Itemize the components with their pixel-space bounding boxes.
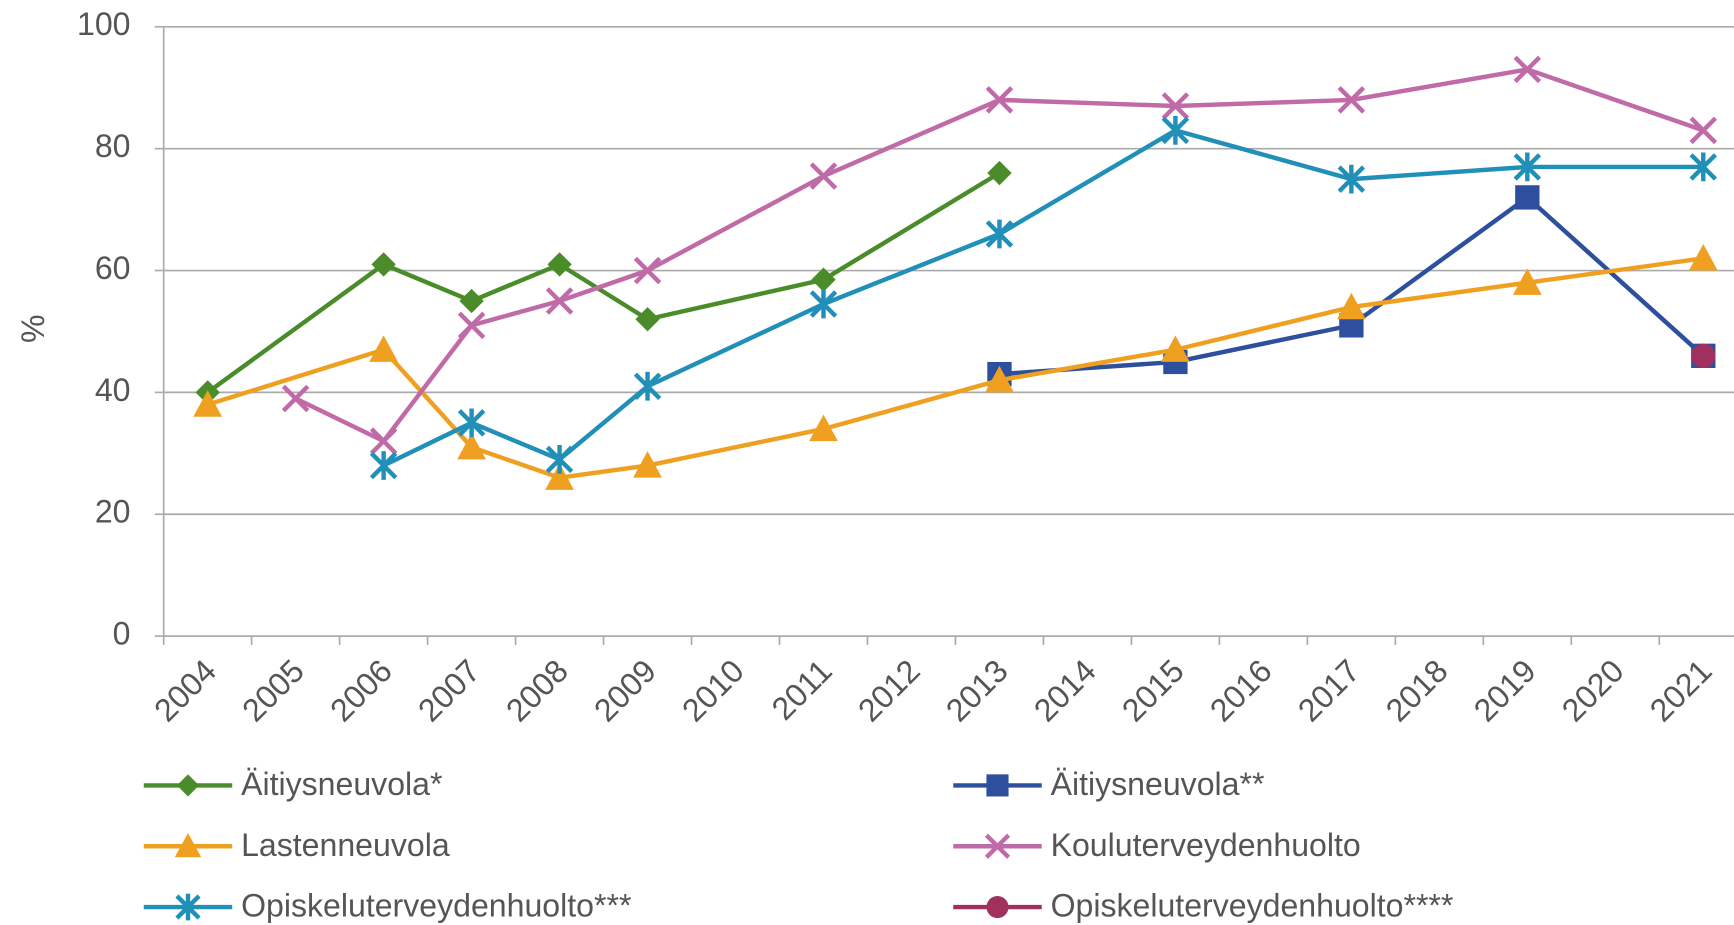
legend-label: Lastenneuvola bbox=[241, 827, 450, 863]
x-tick-label: 2011 bbox=[765, 653, 839, 727]
marker bbox=[635, 307, 660, 332]
marker bbox=[1689, 116, 1718, 145]
marker bbox=[1512, 268, 1542, 295]
marker bbox=[809, 289, 838, 319]
marker bbox=[1337, 164, 1366, 194]
y-tick-label: 60 bbox=[95, 250, 131, 286]
marker bbox=[545, 445, 574, 474]
x-tick-label: 2015 bbox=[1115, 653, 1191, 729]
y-tick-label: 80 bbox=[95, 128, 131, 164]
marker bbox=[371, 252, 396, 277]
marker bbox=[457, 311, 486, 340]
marker bbox=[174, 832, 202, 858]
legend-label: Kouluterveydenhuolto bbox=[1051, 827, 1361, 863]
y-axis-label: % bbox=[15, 314, 51, 343]
y-tick-label: 0 bbox=[113, 616, 131, 652]
x-tick-label: 2020 bbox=[1555, 653, 1631, 729]
x-tick-label: 2018 bbox=[1379, 653, 1455, 729]
marker bbox=[1689, 152, 1718, 182]
x-tick-label: 2007 bbox=[411, 653, 487, 729]
legend-label: Opiskeluterveydenhuolto*** bbox=[241, 888, 631, 924]
marker bbox=[811, 267, 836, 292]
marker bbox=[459, 288, 484, 314]
legend-label: Äitiysneuvola* bbox=[241, 766, 442, 802]
x-tick-label: 2005 bbox=[235, 653, 311, 729]
marker bbox=[1513, 152, 1542, 182]
marker bbox=[545, 287, 574, 315]
x-tick-label: 2010 bbox=[675, 653, 751, 729]
marker bbox=[633, 451, 662, 478]
marker bbox=[986, 896, 1009, 919]
marker bbox=[369, 427, 398, 455]
marker bbox=[1691, 343, 1716, 368]
marker bbox=[986, 774, 1009, 797]
marker bbox=[1337, 86, 1366, 114]
marker bbox=[193, 390, 223, 417]
x-tick-label: 2014 bbox=[1027, 653, 1103, 729]
marker bbox=[1688, 243, 1718, 271]
x-tick-label: 2021 bbox=[1643, 653, 1719, 729]
marker bbox=[281, 384, 310, 413]
y-tick-label: 40 bbox=[95, 372, 131, 408]
x-tick-label: 2017 bbox=[1291, 653, 1367, 729]
x-tick-label: 2016 bbox=[1203, 653, 1279, 729]
marker bbox=[984, 833, 1011, 859]
line bbox=[999, 194, 1705, 377]
marker bbox=[1513, 55, 1542, 84]
marker bbox=[1161, 92, 1190, 120]
marker bbox=[633, 256, 662, 285]
marker bbox=[633, 371, 662, 401]
x-tick-label: 2019 bbox=[1467, 653, 1543, 729]
marker bbox=[369, 451, 398, 480]
marker bbox=[457, 432, 486, 460]
marker bbox=[809, 162, 838, 190]
x-tick-label: 2004 bbox=[147, 653, 223, 729]
line bbox=[382, 127, 1704, 468]
marker bbox=[987, 160, 1012, 186]
legend-label: Opiskeluterveydenhuolto**** bbox=[1051, 888, 1454, 924]
marker bbox=[176, 774, 200, 797]
y-tick-label: 20 bbox=[95, 494, 131, 530]
x-tick-label: 2008 bbox=[499, 653, 575, 729]
marker bbox=[457, 408, 486, 438]
x-tick-label: 2006 bbox=[323, 653, 399, 729]
marker bbox=[369, 335, 398, 362]
marker bbox=[547, 252, 572, 277]
marker bbox=[175, 893, 201, 921]
x-tick-label: 2009 bbox=[587, 653, 663, 729]
marker bbox=[809, 414, 838, 442]
marker bbox=[985, 86, 1014, 114]
x-tick-label: 2012 bbox=[851, 653, 927, 729]
marker bbox=[1336, 292, 1366, 320]
marker bbox=[545, 463, 574, 490]
legend-label: Äitiysneuvola** bbox=[1051, 766, 1265, 802]
x-tick-label: 2013 bbox=[939, 653, 1015, 729]
marker bbox=[1161, 335, 1190, 362]
line bbox=[206, 256, 1704, 480]
y-tick-label: 100 bbox=[77, 6, 130, 42]
marker bbox=[985, 219, 1014, 249]
marker bbox=[1161, 115, 1190, 145]
marker bbox=[1515, 185, 1540, 210]
marker bbox=[985, 365, 1014, 393]
